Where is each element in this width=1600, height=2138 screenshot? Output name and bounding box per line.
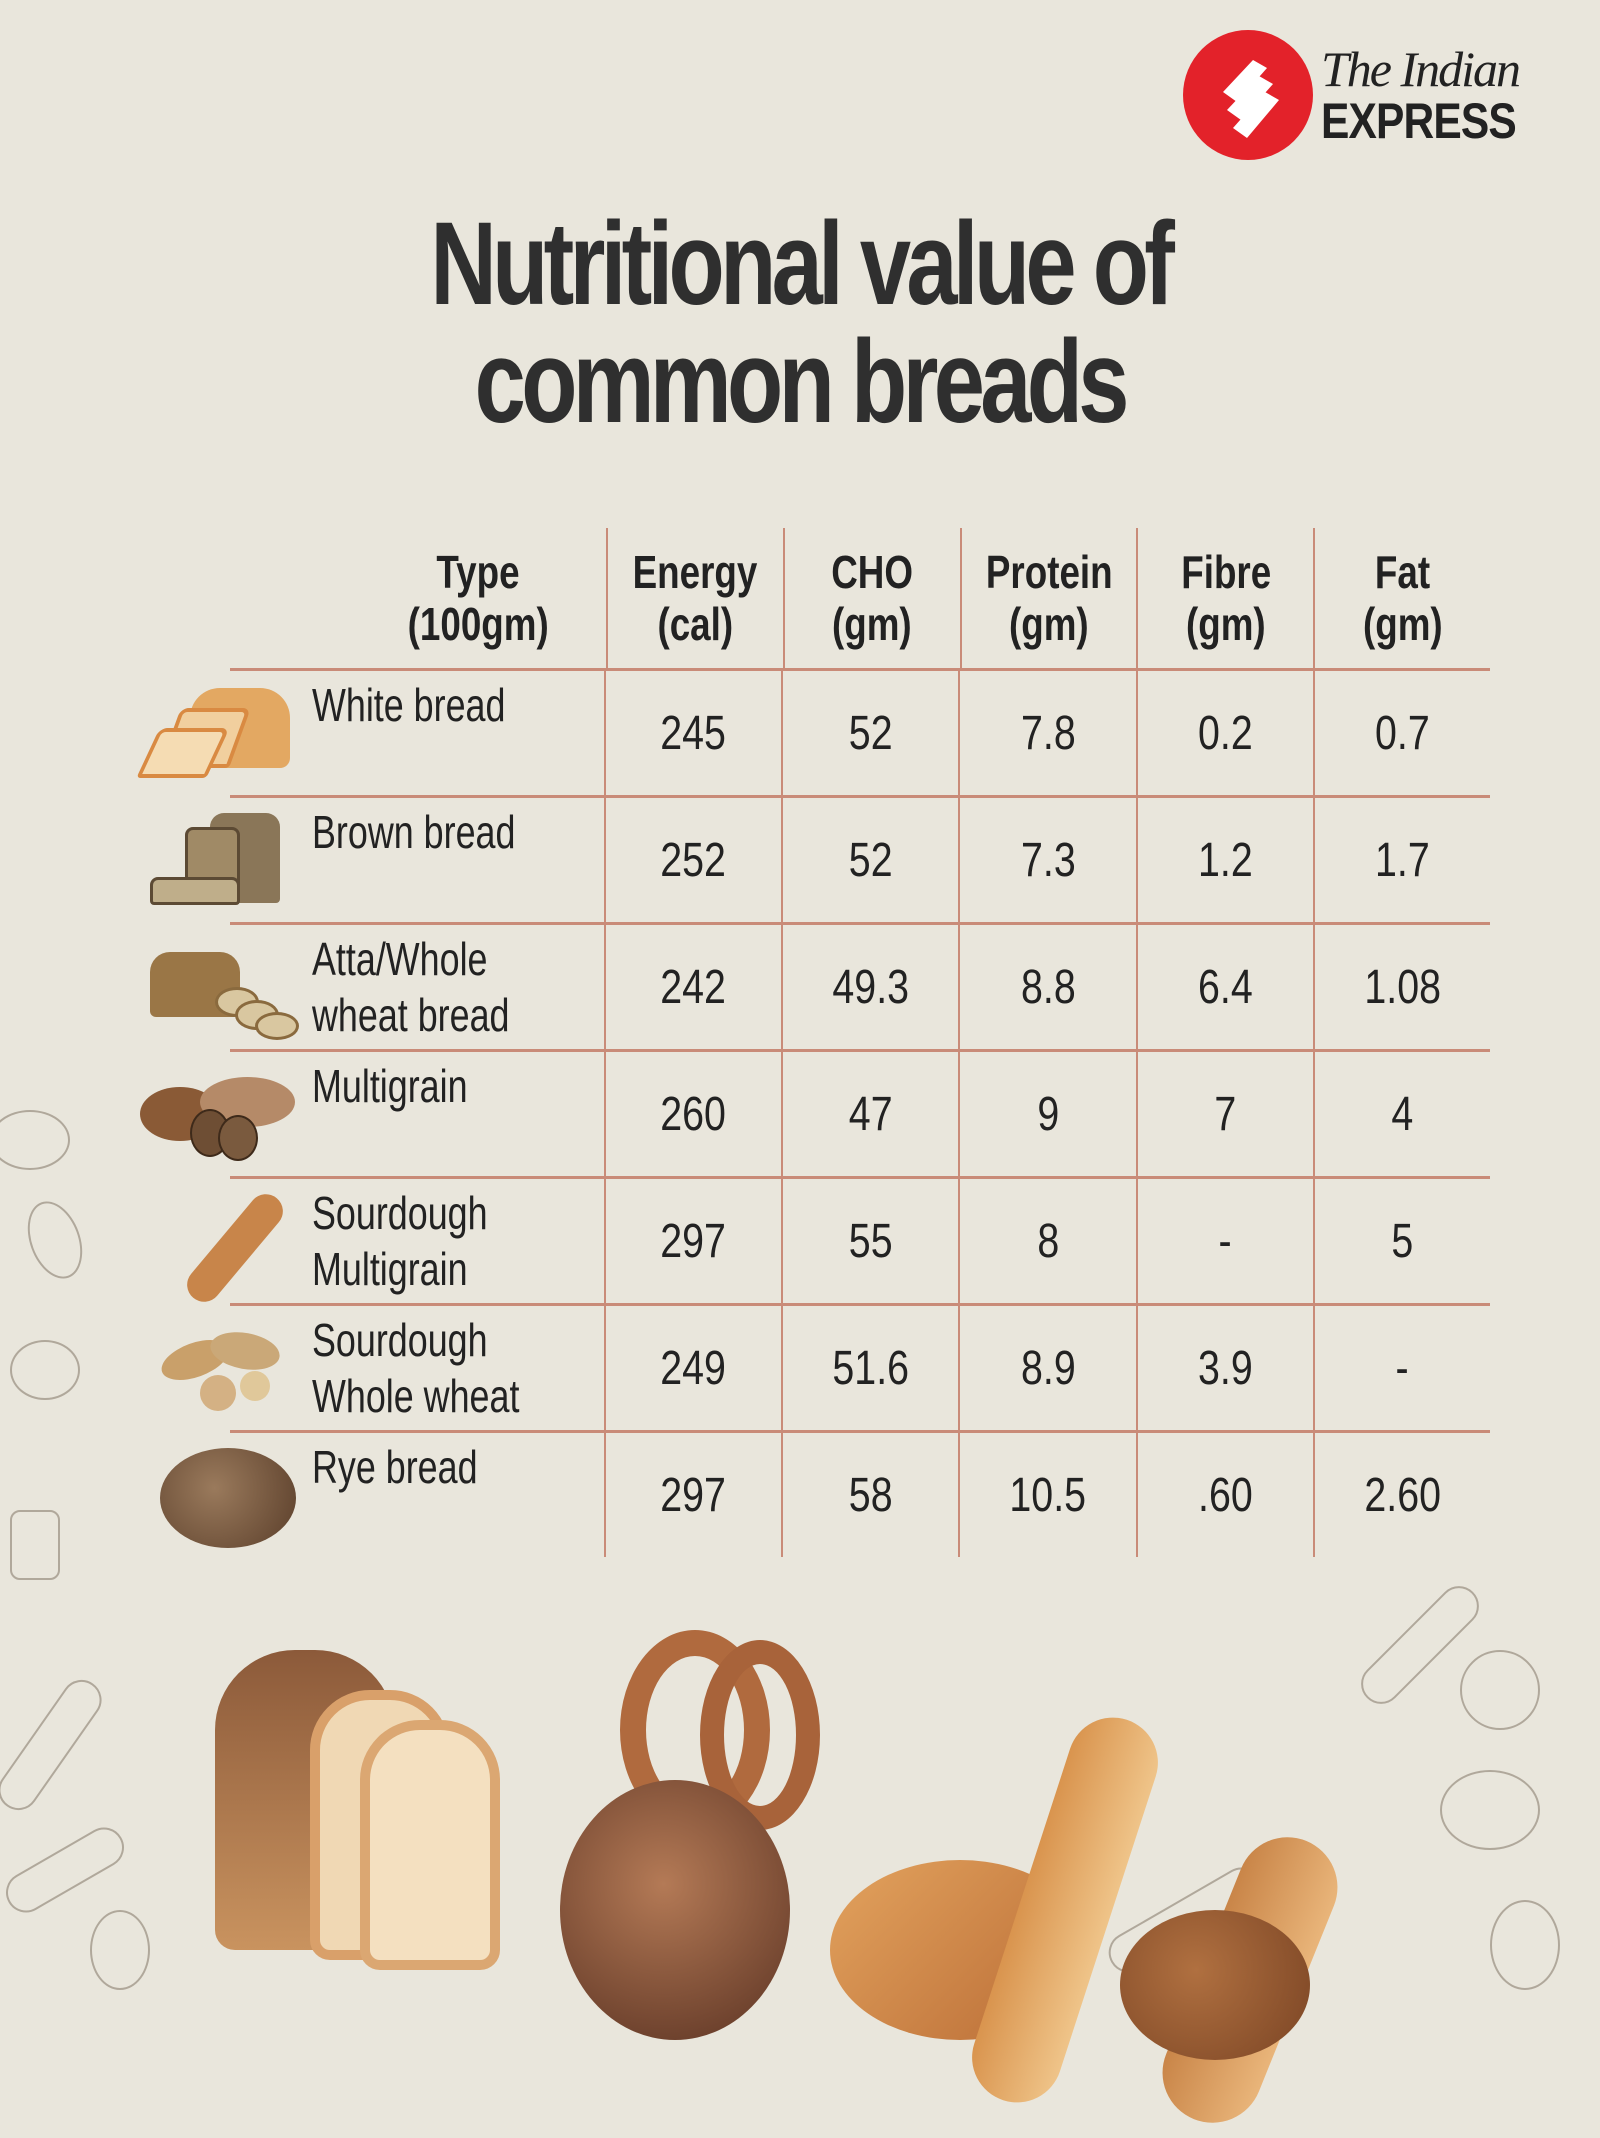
table-header-row: Type (100gm) Energy (cal) CHO (gm) Prote… xyxy=(230,528,1490,668)
indian-express-logo-icon xyxy=(1183,30,1313,160)
brand-name-bottom: EXPRESS xyxy=(1321,93,1517,149)
type-cell: Multigrain xyxy=(140,1052,604,1176)
fibre-cell: 0.2 xyxy=(1135,671,1313,795)
type-cell: Brown bread xyxy=(150,798,604,922)
title-line-2: common breads xyxy=(474,316,1130,448)
energy-cell: 252 xyxy=(603,798,781,922)
header-label: Protein xyxy=(985,546,1113,598)
protein-cell: 8.8 xyxy=(958,925,1135,1049)
energy-cell: 297 xyxy=(603,1179,781,1303)
header-type: Type (100gm) xyxy=(230,546,606,650)
header-label: Type xyxy=(436,546,520,598)
bread-name: White bread xyxy=(312,679,506,731)
table-row: Atta/Whole wheat bread 242 49.3 8.8 6.4 1… xyxy=(150,922,1490,1049)
white-bread-loaf-icon xyxy=(130,678,300,788)
type-cell: White bread xyxy=(136,671,604,795)
cho-cell: 52 xyxy=(781,798,958,922)
rye-bread-round-icon xyxy=(130,1440,300,1550)
brand-logo: The Indian EXPRESS xyxy=(1183,30,1550,160)
fat-cell: 2.60 xyxy=(1312,1433,1490,1557)
header-energy: Energy (cal) xyxy=(605,528,783,668)
type-cell: Rye bread xyxy=(160,1433,604,1557)
croissant-sketch-icon xyxy=(0,1110,70,1170)
bun-sketch-icon xyxy=(10,1340,80,1400)
table-row: Sourdough Multigrain 297 55 8 - 5 xyxy=(180,1176,1490,1309)
fat-cell: 5 xyxy=(1312,1179,1490,1303)
header-label: CHO xyxy=(831,546,914,598)
protein-cell: 7.8 xyxy=(958,671,1135,795)
fibre-cell: 7 xyxy=(1135,1052,1313,1176)
energy-cell: 297 xyxy=(603,1433,781,1557)
type-cell: Sourdough Whole wheat xyxy=(156,1306,604,1430)
sourdough-baguette-icon xyxy=(130,1186,300,1309)
header-label: Fat xyxy=(1375,546,1431,598)
title-line-1: Nutritional value of xyxy=(430,198,1175,330)
cho-cell: 51.6 xyxy=(781,1306,958,1430)
bread-slice-sketch-icon xyxy=(10,1510,60,1580)
bread-name: Sourdough Multigrain xyxy=(312,1187,488,1295)
bread-assortment-illustration xyxy=(0,1530,1600,2138)
page-title: Nutritional value of common breads xyxy=(0,205,1600,441)
header-unit: (gm) xyxy=(832,598,912,650)
brown-bread-loaf-icon xyxy=(130,805,300,915)
fibre-cell: - xyxy=(1135,1179,1313,1303)
bread-name: Brown bread xyxy=(312,806,516,858)
table-row: Brown bread 252 52 7.3 1.2 1.7 xyxy=(150,795,1490,922)
energy-cell: 245 xyxy=(603,671,781,795)
energy-cell: 242 xyxy=(603,925,781,1049)
brand-name-top: The Indian xyxy=(1321,41,1521,97)
fat-cell: - xyxy=(1312,1306,1490,1430)
header-label: Fibre xyxy=(1180,546,1271,598)
croissant-sketch-icon xyxy=(17,1193,93,1287)
multigrain-loaf-icon xyxy=(130,1059,300,1169)
header-fat: Fat (gm) xyxy=(1313,528,1490,668)
header-cho: CHO (gm) xyxy=(782,528,960,668)
energy-cell: 249 xyxy=(603,1306,781,1430)
header-unit: (cal) xyxy=(657,598,734,650)
fibre-cell: .60 xyxy=(1135,1433,1313,1557)
energy-cell: 260 xyxy=(603,1052,781,1176)
header-unit: (gm) xyxy=(1185,598,1266,650)
cho-cell: 55 xyxy=(781,1179,958,1303)
bread-name: Atta/Whole wheat bread xyxy=(312,933,510,1041)
protein-cell: 7.3 xyxy=(958,798,1135,922)
table-row: Sourdough Whole wheat 249 51.6 8.9 3.9 - xyxy=(156,1303,1490,1430)
header-protein: Protein (gm) xyxy=(959,528,1137,668)
type-cell: Atta/Whole wheat bread xyxy=(150,925,604,1049)
fat-cell: 1.7 xyxy=(1312,798,1490,922)
fat-cell: 0.7 xyxy=(1312,671,1490,795)
fibre-cell: 3.9 xyxy=(1135,1306,1313,1430)
table-row: Multigrain 260 47 9 7 4 xyxy=(140,1049,1490,1176)
table-row: Rye bread 297 58 10.5 .60 2.60 xyxy=(160,1430,1490,1557)
bread-name: Sourdough Whole wheat xyxy=(312,1314,520,1422)
fibre-cell: 6.4 xyxy=(1135,925,1313,1049)
cho-cell: 47 xyxy=(781,1052,958,1176)
nutrition-table: Type (100gm) Energy (cal) CHO (gm) Prote… xyxy=(136,528,1490,1557)
type-cell: Sourdough Multigrain xyxy=(180,1179,604,1309)
header-fibre: Fibre (gm) xyxy=(1136,528,1313,668)
protein-cell: 10.5 xyxy=(958,1433,1135,1557)
bread-name: Rye bread xyxy=(312,1441,478,1493)
cho-cell: 52 xyxy=(781,671,958,795)
header-unit: (gm) xyxy=(1009,598,1089,650)
header-unit: (gm) xyxy=(1362,598,1443,650)
bread-name: Multigrain xyxy=(312,1060,468,1112)
fat-cell: 4 xyxy=(1312,1052,1490,1176)
table-row: White bread 245 52 7.8 0.2 0.7 xyxy=(136,668,1490,795)
protein-cell: 8.9 xyxy=(958,1306,1135,1430)
sourdough-rolls-icon xyxy=(130,1313,300,1423)
protein-cell: 8 xyxy=(958,1179,1135,1303)
fat-cell: 1.08 xyxy=(1312,925,1490,1049)
protein-cell: 9 xyxy=(958,1052,1135,1176)
header-label: Energy xyxy=(632,546,758,598)
cho-cell: 49.3 xyxy=(781,925,958,1049)
header-unit: (100gm) xyxy=(407,598,549,650)
fibre-cell: 1.2 xyxy=(1135,798,1313,922)
cho-cell: 58 xyxy=(781,1433,958,1557)
whole-wheat-loaf-icon xyxy=(130,932,300,1042)
